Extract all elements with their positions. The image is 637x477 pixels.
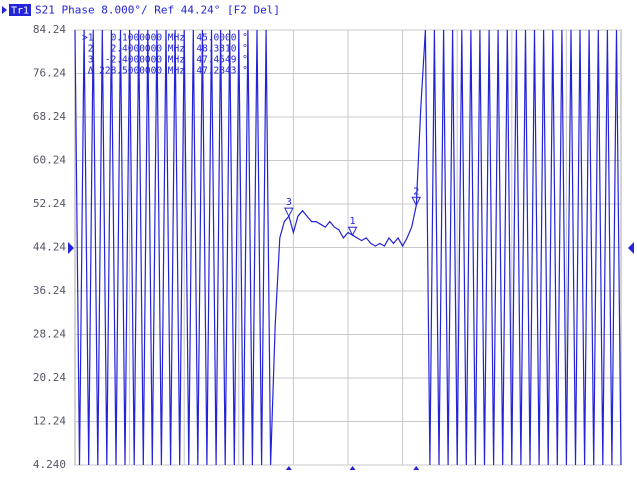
y-tick-label: 20.24 <box>33 371 66 384</box>
marker-label: 1 <box>350 216 356 227</box>
badge-bg <box>9 4 31 16</box>
y-tick-label: 84.24 <box>33 23 66 36</box>
marker-row: Δ 228.5000000 MHz 47.2843 ° <box>82 66 248 77</box>
marker-label: 3 <box>286 197 292 208</box>
y-tick-label: 52.24 <box>33 197 66 210</box>
trace <box>74 29 622 466</box>
marker-row: 2 2.4000000 MHz 48.3310 ° <box>82 44 248 55</box>
y-tick-label: 60.24 <box>33 154 66 167</box>
y-tick-label: 44.24 <box>33 241 66 254</box>
marker-foot <box>349 466 356 470</box>
y-tick-label: 36.24 <box>33 284 66 297</box>
y-tick-label: 12.24 <box>33 415 66 428</box>
trace-arrow <box>2 6 7 14</box>
marker-row: 3 -2.4000000 MHz 47.4549 ° <box>82 55 248 66</box>
marker <box>347 226 358 237</box>
y-tick-label: 28.24 <box>33 328 66 341</box>
marker-foot <box>285 466 292 470</box>
marker-foot <box>413 466 420 470</box>
marker-row: >1 0.1000000 MHz 45.0000 ° <box>82 33 248 44</box>
y-tick-label: 68.24 <box>33 110 66 123</box>
badge: Tr1 <box>11 6 29 17</box>
y-tick-label: 4.240 <box>33 458 66 471</box>
ref-arrow-left <box>68 242 74 254</box>
marker-label: 2 <box>413 186 419 197</box>
marker <box>411 196 422 207</box>
trace-title: S21 Phase 8.000°/ Ref 44.24° [F2 Del] <box>35 4 280 17</box>
marker <box>284 207 294 218</box>
y-tick-label: 76.24 <box>33 67 66 80</box>
ref-arrow-right <box>628 242 634 254</box>
